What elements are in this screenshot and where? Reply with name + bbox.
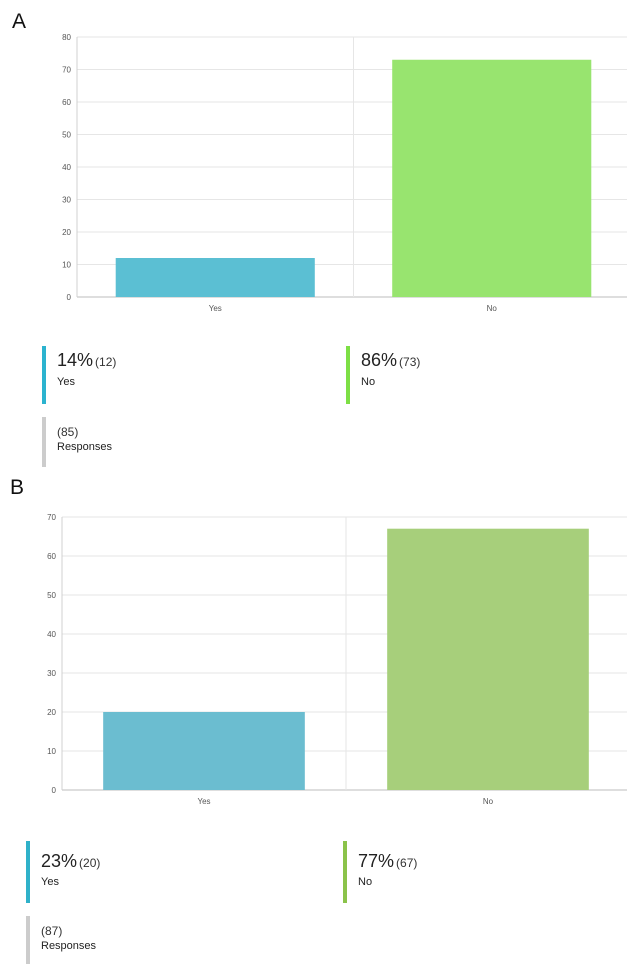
y-tick-label: 0 bbox=[67, 293, 72, 302]
y-tick-label: 80 bbox=[62, 33, 71, 42]
stat-yes-a-percent: 14% (12) bbox=[57, 350, 116, 371]
count-text: (12) bbox=[95, 355, 117, 369]
y-tick-label: 70 bbox=[62, 66, 71, 75]
stat-yes-b: 23% (20) Yes bbox=[26, 841, 226, 903]
y-tick-label: 40 bbox=[62, 163, 71, 172]
count-text: (20) bbox=[79, 856, 101, 870]
percent-text: 14% bbox=[57, 350, 94, 370]
responses-b-bar bbox=[26, 916, 30, 964]
responses-b: (87) Responses bbox=[26, 916, 226, 964]
panel-b-label: B bbox=[10, 476, 25, 499]
chart-b: 0 10 20 30 40 50 60 70 Yes No bbox=[47, 513, 627, 806]
responses-b-count: (87) bbox=[41, 924, 63, 938]
responses-a: (85) Responses bbox=[42, 417, 242, 467]
y-tick-label: 10 bbox=[62, 261, 71, 270]
count-text: (67) bbox=[396, 856, 418, 870]
responses-a-label: Responses bbox=[57, 441, 113, 453]
responses-a-bar bbox=[42, 417, 46, 467]
y-tick-label: 30 bbox=[47, 669, 56, 678]
y-tick-label: 40 bbox=[47, 630, 56, 639]
stat-no-a: 86% (73) No bbox=[346, 346, 546, 404]
y-tick-label: 30 bbox=[62, 196, 71, 205]
y-tick-label: 20 bbox=[47, 708, 56, 717]
stat-no-b-bar bbox=[343, 841, 347, 903]
y-tick-label: 70 bbox=[47, 513, 56, 522]
stat-yes-a-label: Yes bbox=[57, 376, 75, 388]
stat-no-a-label: No bbox=[361, 376, 376, 388]
stat-no-b-label: No bbox=[358, 876, 373, 888]
x-tick-label: Yes bbox=[209, 304, 222, 313]
stat-no-a-bar bbox=[346, 346, 350, 404]
y-tick-label: 0 bbox=[52, 786, 57, 795]
stat-yes-b-label: Yes bbox=[41, 876, 59, 888]
y-tick-label: 50 bbox=[62, 131, 71, 140]
stat-no-a-percent: 86% (73) bbox=[361, 350, 420, 371]
percent-text: 86% bbox=[361, 350, 398, 370]
stat-yes-a: 14% (12) Yes bbox=[42, 346, 242, 404]
y-tick-label: 20 bbox=[62, 228, 71, 237]
bar-no bbox=[392, 59, 592, 297]
percent-text: 77% bbox=[358, 851, 395, 871]
y-tick-label: 50 bbox=[47, 591, 56, 600]
bar-no bbox=[387, 528, 589, 790]
chart-a: 0 10 20 30 40 50 60 70 80 Yes No bbox=[62, 33, 627, 313]
count-text: (73) bbox=[399, 355, 421, 369]
percent-text: 23% bbox=[41, 851, 78, 871]
bar-yes bbox=[103, 712, 305, 790]
responses-b-label: Responses bbox=[41, 940, 97, 952]
x-tick-label: No bbox=[483, 797, 494, 806]
panel-a-label: A bbox=[12, 10, 27, 33]
stat-yes-b-bar bbox=[26, 841, 30, 903]
stat-yes-a-bar bbox=[42, 346, 46, 404]
bar-yes bbox=[115, 258, 315, 297]
stat-no-b-percent: 77% (67) bbox=[358, 851, 417, 872]
responses-a-count: (85) bbox=[57, 425, 79, 439]
x-tick-label: Yes bbox=[197, 797, 210, 806]
y-tick-label: 60 bbox=[47, 552, 56, 561]
y-tick-label: 10 bbox=[47, 747, 56, 756]
x-tick-label: No bbox=[487, 304, 498, 313]
y-tick-label: 60 bbox=[62, 98, 71, 107]
stat-yes-b-percent: 23% (20) bbox=[41, 851, 100, 872]
stat-no-b: 77% (67) No bbox=[343, 841, 543, 903]
